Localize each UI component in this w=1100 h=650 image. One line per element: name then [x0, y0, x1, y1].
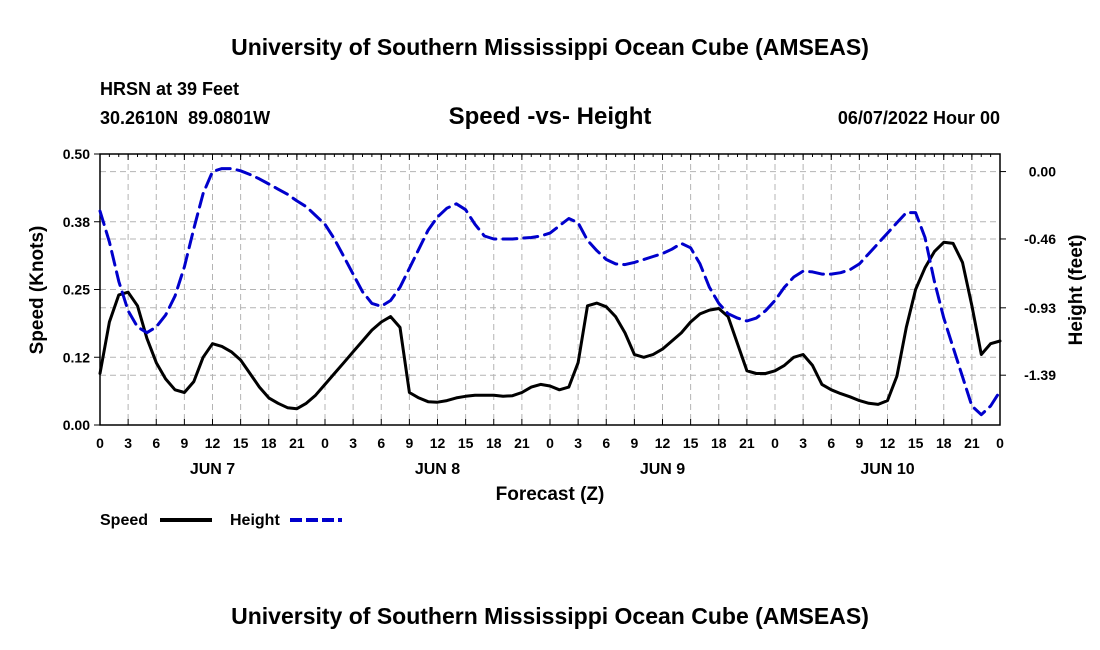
- x-tick-label: 9: [405, 435, 413, 451]
- y-axis-left-label: Speed (Knots): [27, 226, 48, 355]
- y-right-tick-label: 0.00: [1029, 164, 1056, 180]
- x-tick-label: 3: [574, 435, 582, 451]
- legend-height-label: Height: [230, 512, 280, 529]
- x-tick-label: 0: [996, 435, 1004, 451]
- x-tick-label: 18: [711, 435, 727, 451]
- x-tick-label: 3: [799, 435, 807, 451]
- footer-title: University of Southern Mississippi Ocean…: [231, 603, 869, 629]
- x-tick-label: 21: [514, 435, 530, 451]
- x-tick-label: 12: [205, 435, 221, 451]
- x-tick-label: 9: [180, 435, 188, 451]
- y-left-tick-label: 0.25: [63, 282, 90, 298]
- x-tick-label: 0: [771, 435, 779, 451]
- legend-speed-label: Speed: [100, 512, 148, 529]
- grid-lines: [100, 154, 1000, 425]
- station-label: HRSN at 39 Feet: [100, 79, 239, 99]
- x-tick-label: 9: [630, 435, 638, 451]
- x-tick-label: 21: [964, 435, 980, 451]
- x-tick-label: 18: [261, 435, 277, 451]
- axis-ticks: [94, 153, 1006, 426]
- y-left-tick-label: 0.12: [63, 349, 90, 365]
- x-tick-label: 0: [96, 435, 104, 451]
- day-label: JUN 7: [190, 461, 235, 478]
- series-line-speed: [98, 240, 1002, 411]
- y-axis-right-label: Height (feet): [1066, 235, 1087, 346]
- x-tick-label: 3: [349, 435, 357, 451]
- series-lines: [98, 167, 1002, 417]
- x-tick-label: 6: [377, 435, 385, 451]
- y-left-tick-label: 0.00: [63, 417, 90, 433]
- x-tick-label: 18: [936, 435, 952, 451]
- x-tick-label: 15: [908, 435, 924, 451]
- day-label: JUN 9: [640, 461, 685, 478]
- y-right-tick-label: -0.93: [1024, 300, 1056, 316]
- legend: Speed Height: [100, 512, 342, 529]
- chart-main-title: University of Southern Mississippi Ocean…: [231, 34, 869, 60]
- series-line-height: [98, 167, 1002, 417]
- x-axis-label: Forecast (Z): [496, 484, 605, 505]
- x-tick-label: 21: [289, 435, 305, 451]
- x-tick-label: 18: [486, 435, 502, 451]
- x-tick-label: 12: [430, 435, 446, 451]
- tick-labels: 0 3 6 9 12 15 18 21 0 3 6 9 12 15 18 21 0 3 6 9 12 15 18 21 0 3 6 9…: [63, 146, 1056, 478]
- x-tick-label: 3: [124, 435, 132, 451]
- forecast-date-label: 06/07/2022 Hour 00: [838, 108, 1000, 128]
- x-tick-label: 0: [321, 435, 329, 451]
- y-right-tick-label: -1.39: [1024, 367, 1056, 383]
- x-tick-label: 0: [546, 435, 554, 451]
- x-tick-label: 6: [602, 435, 610, 451]
- x-tick-label: 15: [233, 435, 249, 451]
- x-tick-label: 6: [152, 435, 160, 451]
- x-tick-label: 6: [827, 435, 835, 451]
- x-tick-label: 9: [855, 435, 863, 451]
- chart-subtitle: Speed -vs- Height: [449, 103, 652, 130]
- x-tick-label: 21: [739, 435, 755, 451]
- y-left-tick-label: 0.38: [63, 214, 90, 230]
- coordinates-label: 30.2610N 89.0801W: [100, 108, 270, 128]
- day-label: JUN 8: [415, 461, 460, 478]
- day-label: JUN 10: [860, 461, 914, 478]
- y-right-tick-label: -0.46: [1024, 231, 1056, 247]
- x-tick-label: 12: [655, 435, 671, 451]
- x-tick-label: 15: [683, 435, 699, 451]
- x-tick-label: 12: [880, 435, 896, 451]
- y-left-tick-label: 0.50: [63, 146, 90, 162]
- x-tick-label: 15: [458, 435, 474, 451]
